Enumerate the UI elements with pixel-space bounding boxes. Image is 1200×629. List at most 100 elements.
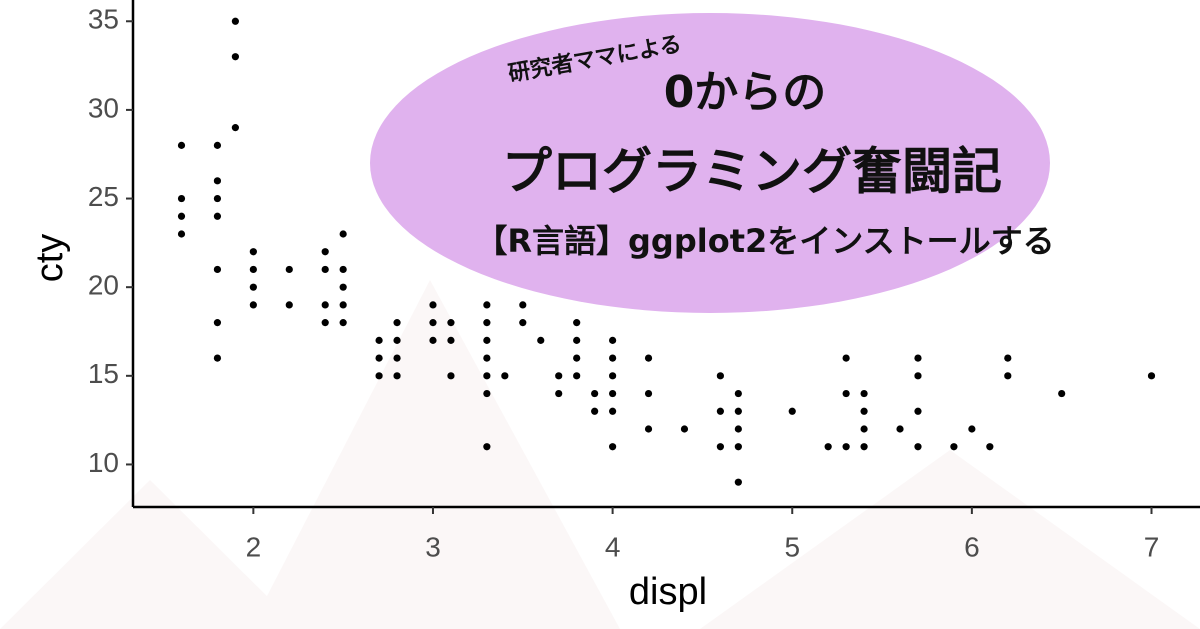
point <box>483 319 491 327</box>
point <box>860 443 868 451</box>
point <box>483 354 491 362</box>
point <box>609 372 617 380</box>
point <box>716 443 724 451</box>
point <box>213 319 222 327</box>
point <box>609 443 617 451</box>
point <box>1004 372 1012 380</box>
point <box>501 372 509 380</box>
point <box>483 389 491 398</box>
point <box>447 319 455 327</box>
point <box>177 230 186 238</box>
point <box>249 301 257 309</box>
point <box>609 389 617 398</box>
point <box>339 265 347 274</box>
point <box>213 354 222 362</box>
point <box>375 372 383 380</box>
x-tick-label: 6 <box>964 531 980 562</box>
point <box>483 301 491 309</box>
point <box>734 478 742 486</box>
point <box>914 443 922 451</box>
point <box>285 265 293 274</box>
point <box>429 319 437 327</box>
y-tick-label: 30 <box>88 92 119 123</box>
point <box>968 425 976 433</box>
point <box>914 354 922 362</box>
point <box>429 336 437 344</box>
point <box>483 336 491 344</box>
point <box>986 443 994 451</box>
point <box>339 283 347 291</box>
point <box>644 389 653 398</box>
point <box>231 53 239 61</box>
banner-title-1: 0からの <box>664 67 827 118</box>
point <box>609 407 617 415</box>
point <box>249 265 257 274</box>
point <box>483 372 491 380</box>
x-tick-label: 3 <box>425 531 441 562</box>
point <box>285 301 293 309</box>
x-tick-label: 7 <box>1144 531 1160 562</box>
y-axis-title: cty <box>29 234 71 283</box>
point <box>680 425 689 433</box>
x-tick-label: 4 <box>605 531 621 562</box>
point <box>519 319 527 327</box>
point <box>591 389 599 398</box>
point <box>609 336 617 344</box>
point <box>914 372 922 380</box>
point <box>734 389 742 398</box>
point <box>321 265 329 274</box>
y-tick-label: 10 <box>88 447 119 478</box>
point <box>860 407 868 415</box>
background-shapes <box>0 280 1200 629</box>
point <box>573 319 581 327</box>
point <box>249 283 257 291</box>
point <box>1058 389 1066 398</box>
point <box>644 354 653 362</box>
point <box>213 141 222 149</box>
point <box>842 443 850 451</box>
point <box>177 212 186 220</box>
point <box>537 336 545 344</box>
point <box>1004 354 1012 362</box>
point <box>860 425 868 433</box>
point <box>716 407 724 415</box>
point <box>249 248 257 256</box>
y-tick-label: 25 <box>88 181 119 212</box>
point <box>429 301 437 309</box>
point <box>447 372 455 380</box>
point <box>842 389 850 398</box>
point <box>213 212 222 220</box>
plot: 2 3 4 5 6 7 10 15 20 25 30 35 <box>88 0 1200 562</box>
point <box>393 354 401 362</box>
point <box>177 141 186 149</box>
point <box>321 319 329 327</box>
point <box>860 389 868 398</box>
point <box>716 372 724 380</box>
point <box>644 425 653 433</box>
point <box>914 407 922 415</box>
point <box>950 443 958 451</box>
point <box>447 336 455 344</box>
point <box>393 319 401 327</box>
banner-title-2: プログラミング奮闘記 <box>502 143 1002 201</box>
point <box>896 425 904 433</box>
point <box>339 230 347 238</box>
point <box>734 443 742 451</box>
point <box>339 301 347 309</box>
point <box>177 194 186 203</box>
point <box>339 319 347 327</box>
y-tick-label: 15 <box>88 358 119 389</box>
point <box>375 354 383 362</box>
point <box>213 265 222 274</box>
point <box>734 407 742 415</box>
point <box>321 301 329 309</box>
point <box>1147 372 1156 380</box>
point <box>788 407 796 415</box>
point <box>842 354 850 362</box>
point <box>321 248 329 256</box>
point <box>591 407 599 415</box>
banner-caption: 【R言語】ggplot2をインストールする <box>475 222 1054 260</box>
point <box>483 443 491 451</box>
point <box>231 124 239 132</box>
